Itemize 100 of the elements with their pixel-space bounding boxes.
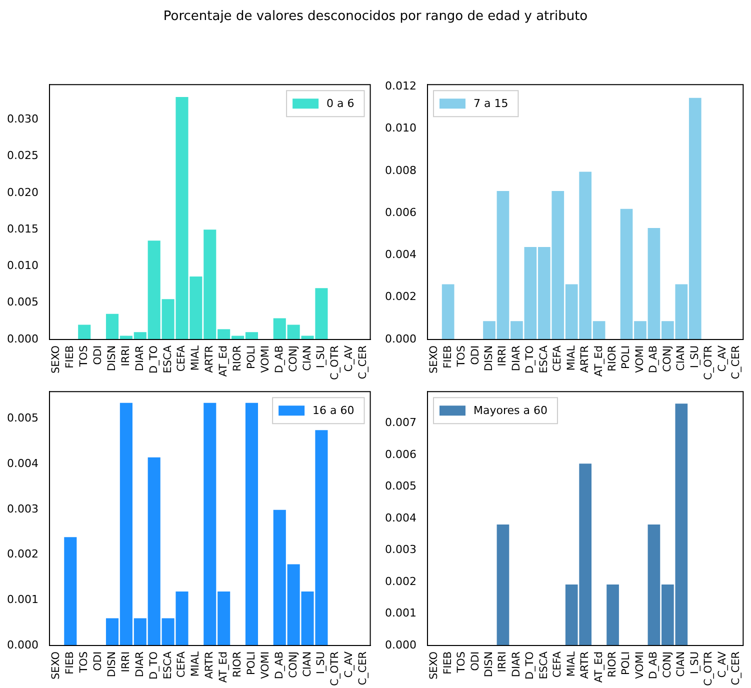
x-tick-label: C_CER bbox=[730, 345, 742, 380]
x-tick-label: D_AB bbox=[273, 651, 286, 680]
x-tick-label: CEFA bbox=[176, 344, 188, 372]
y-tick-label: 0.003 bbox=[6, 502, 38, 516]
x-tick-label: C_OTR bbox=[329, 651, 342, 686]
bar bbox=[442, 284, 454, 340]
x-tick-label: ESCA bbox=[538, 650, 550, 680]
x-tick-label: I_SU bbox=[315, 345, 328, 368]
x-tick-label: C_AV bbox=[716, 650, 728, 678]
x-tick-label: D_AB bbox=[273, 345, 286, 374]
x-tick-label: VOMI bbox=[259, 345, 272, 373]
y-tick-label: 0.004 bbox=[6, 456, 38, 470]
y-tick-label: 0.000 bbox=[384, 332, 416, 346]
y-tick-label: 0.003 bbox=[384, 543, 416, 556]
x-tick-label: IRRI bbox=[120, 345, 132, 366]
x-tick-label: AT_Ed bbox=[592, 651, 605, 683]
x-tick-label: VOMI bbox=[634, 651, 646, 679]
x-tick-label: D_TO bbox=[148, 345, 160, 374]
y-tick-label: 0.020 bbox=[6, 186, 38, 199]
x-tick-label: DISN bbox=[482, 651, 495, 678]
x-tick-label: ESCA bbox=[162, 650, 174, 680]
x-tick-label: C_AV bbox=[343, 344, 356, 372]
y-tick-label: 0.002 bbox=[384, 574, 416, 588]
y-tick-label: 0.000 bbox=[384, 638, 416, 652]
y-tick-label: 0.025 bbox=[6, 149, 38, 162]
y-tick-label: 0.002 bbox=[6, 548, 38, 561]
y-tick-label: 0.010 bbox=[6, 259, 38, 272]
x-tick-label: SEXO bbox=[50, 345, 62, 374]
x-tick-label: ODI bbox=[469, 345, 482, 365]
x-tick-label: RIOR bbox=[606, 651, 619, 678]
x-tick-label: CEFA bbox=[552, 344, 564, 372]
bar bbox=[64, 537, 77, 646]
x-tick-label: C_AV bbox=[716, 344, 728, 372]
x-tick-label: CEFA bbox=[176, 650, 188, 678]
y-tick-label: 0.006 bbox=[384, 448, 416, 461]
y-tick-label: 0.004 bbox=[384, 248, 416, 262]
x-tick-label: CIAN bbox=[675, 651, 688, 677]
legend-label: Mayores a 60 bbox=[473, 404, 548, 417]
x-tick-label: DISN bbox=[106, 651, 118, 678]
y-tick-label: 0.005 bbox=[6, 296, 38, 309]
x-tick-label: DIAR bbox=[134, 345, 146, 372]
x-tick-label: FIEB bbox=[64, 651, 76, 674]
x-tick-label: C_CER bbox=[357, 651, 370, 686]
y-tick-label: 0.001 bbox=[384, 606, 416, 620]
y-tick-label: 0.000 bbox=[6, 332, 38, 346]
y-tick-label: 0.012 bbox=[384, 80, 416, 93]
y-tick-label: 0.005 bbox=[6, 412, 38, 425]
x-tick-label: RIOR bbox=[232, 651, 244, 678]
x-tick-label: MIAL bbox=[190, 651, 202, 677]
y-tick-label: 0.008 bbox=[384, 164, 416, 177]
bar bbox=[606, 584, 619, 646]
x-tick-label: MIAL bbox=[565, 651, 578, 677]
legend-label: 16 a 60 bbox=[312, 404, 354, 417]
x-tick-label: C_OTR bbox=[702, 345, 715, 380]
x-tick-label: DIAR bbox=[134, 651, 146, 678]
y-tick-label: 0.002 bbox=[384, 290, 416, 304]
x-tick-label: CONJ bbox=[661, 651, 674, 678]
x-tick-label: FIEB bbox=[64, 345, 76, 368]
x-tick-label: ESCA bbox=[162, 344, 174, 374]
y-tick-label: 0.006 bbox=[384, 206, 416, 219]
x-tick-label: SEXO bbox=[428, 651, 440, 680]
y-tick-label: 0.004 bbox=[384, 511, 416, 524]
x-tick-label: POLI bbox=[245, 345, 258, 369]
x-tick-label: CIAN bbox=[301, 651, 314, 677]
x-tick-label: POLI bbox=[245, 651, 258, 675]
x-tick-label: CEFA bbox=[552, 650, 564, 678]
x-tick-label: C_OTR bbox=[329, 345, 342, 380]
legend-label: 7 a 15 bbox=[473, 96, 508, 110]
x-tick-label: DIAR bbox=[510, 345, 522, 372]
x-tick-label: D_TO bbox=[148, 651, 160, 680]
x-tick-label: TOS bbox=[78, 345, 90, 368]
x-tick-label: DISN bbox=[106, 345, 118, 372]
x-tick-label: SEXO bbox=[428, 345, 440, 374]
x-tick-label: I_SU bbox=[688, 345, 701, 368]
x-tick-label: FIEB bbox=[442, 345, 454, 368]
x-tick-label: CONJ bbox=[287, 651, 300, 678]
x-tick-label: D_AB bbox=[648, 651, 660, 680]
x-tick-label: ARTR bbox=[204, 651, 216, 679]
x-tick-label: FIEB bbox=[442, 651, 454, 674]
x-tick-label: AT_Ed bbox=[218, 345, 230, 377]
x-tick-label: TOS bbox=[78, 651, 90, 674]
y-tick-label: 0.010 bbox=[384, 122, 416, 135]
x-tick-label: C_CER bbox=[730, 651, 742, 686]
x-tick-label: I_SU bbox=[315, 651, 328, 674]
y-tick-label: 0.030 bbox=[6, 112, 38, 126]
x-tick-label: TOS bbox=[456, 345, 468, 368]
x-tick-label: D_TO bbox=[524, 345, 536, 374]
x-tick-label: IRRI bbox=[120, 651, 132, 672]
bar bbox=[245, 402, 258, 646]
x-tick-label: DISN bbox=[482, 345, 495, 372]
x-tick-label: RIOR bbox=[606, 345, 619, 372]
x-tick-label: ODI bbox=[92, 345, 104, 365]
x-tick-label: C_AV bbox=[343, 650, 356, 678]
x-tick-label: C_OTR bbox=[702, 651, 715, 686]
y-tick-label: 0.007 bbox=[384, 416, 416, 430]
bar bbox=[78, 324, 91, 340]
x-tick-label: ESCA bbox=[538, 344, 550, 374]
x-tick-label: MIAL bbox=[565, 345, 578, 371]
x-tick-label: AT_Ed bbox=[592, 345, 605, 377]
x-tick-label: CONJ bbox=[287, 345, 300, 372]
